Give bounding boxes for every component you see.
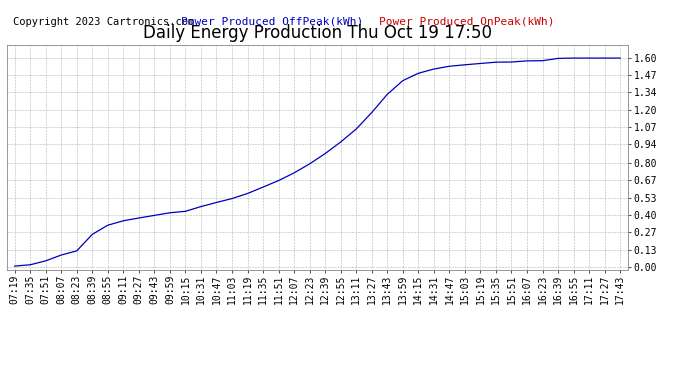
Text: Power Produced OnPeak(kWh): Power Produced OnPeak(kWh) <box>380 17 555 27</box>
Text: Copyright 2023 Cartronics.com: Copyright 2023 Cartronics.com <box>13 17 195 27</box>
Title: Daily Energy Production Thu Oct 19 17:50: Daily Energy Production Thu Oct 19 17:50 <box>143 24 492 42</box>
Text: Power Produced OffPeak(kWh): Power Produced OffPeak(kWh) <box>181 17 363 27</box>
